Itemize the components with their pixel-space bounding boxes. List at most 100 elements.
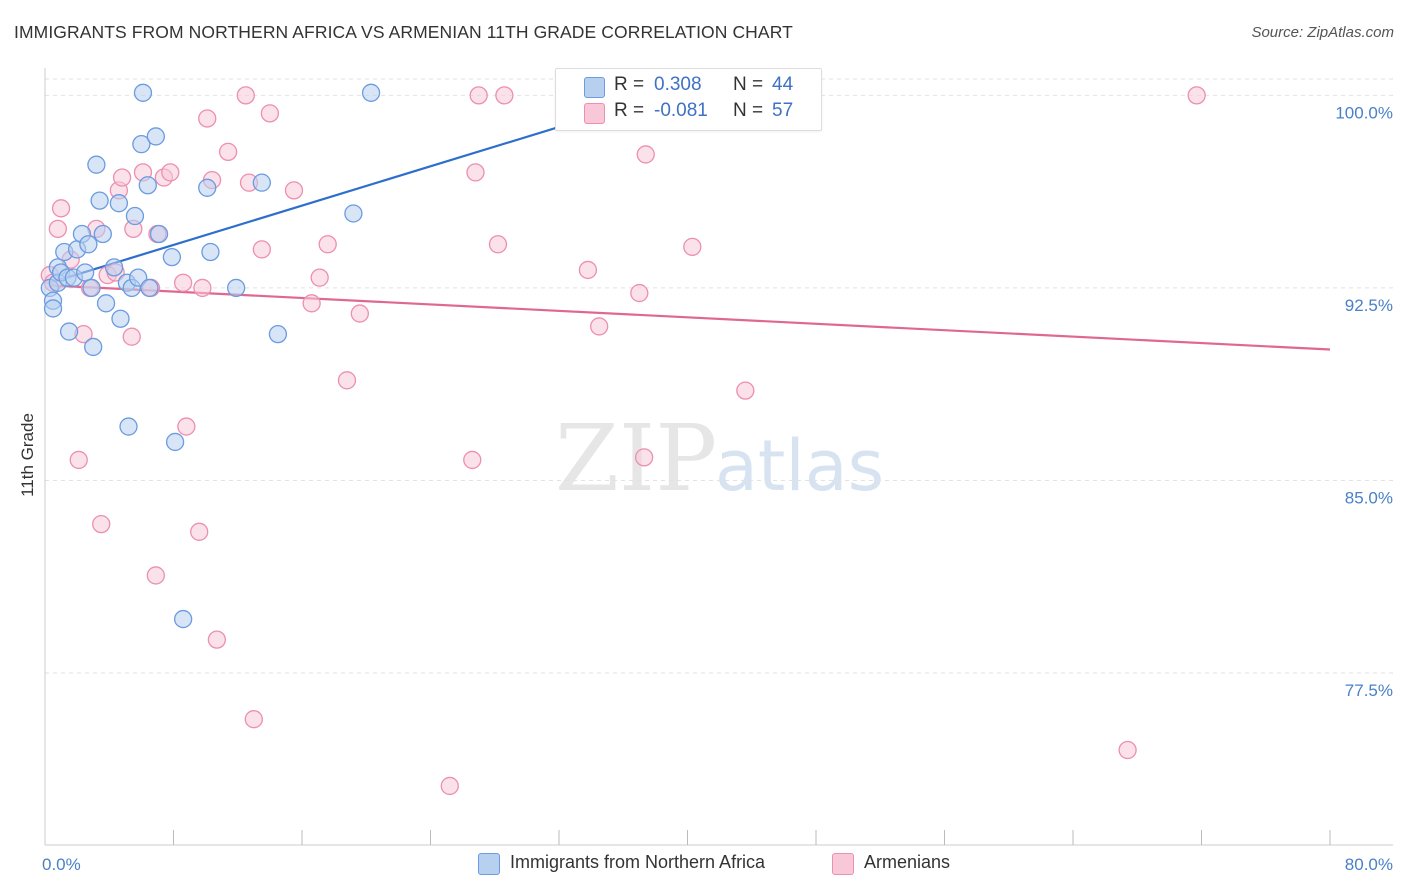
point-armenians[interactable] [466, 163, 485, 182]
point-armenians[interactable] [683, 237, 702, 256]
legend-label-armenians: Armenians [864, 852, 951, 872]
point-armenians[interactable] [284, 181, 304, 200]
point-immigrants[interactable] [252, 173, 271, 192]
legend-r-value: -0.081 [654, 100, 708, 121]
point-armenians[interactable] [630, 283, 649, 303]
point-armenians[interactable] [177, 417, 196, 436]
point-armenians[interactable] [302, 294, 321, 313]
point-immigrants[interactable] [361, 83, 381, 102]
legend-r-value: 0.308 [654, 74, 702, 95]
point-immigrants[interactable] [138, 176, 157, 195]
point-immigrants[interactable] [79, 235, 98, 254]
series-legend: Immigrants from Northern Africa Armenian… [0, 851, 1406, 879]
point-armenians[interactable] [173, 273, 193, 292]
point-armenians[interactable] [1118, 740, 1137, 760]
point-armenians[interactable] [1187, 86, 1206, 105]
legend-swatch-immigrants [584, 77, 605, 98]
point-armenians[interactable] [161, 163, 180, 182]
point-immigrants[interactable] [93, 224, 112, 244]
point-immigrants[interactable] [201, 242, 220, 262]
chart-title: IMMIGRANTS FROM NORTHERN AFRICA VS ARMEN… [14, 22, 793, 42]
point-immigrants[interactable] [59, 322, 79, 341]
point-immigrants[interactable] [226, 278, 246, 298]
point-armenians[interactable] [51, 199, 71, 218]
point-armenians[interactable] [440, 776, 459, 796]
point-armenians[interactable] [634, 448, 654, 467]
point-immigrants[interactable] [84, 337, 103, 357]
point-armenians[interactable] [578, 260, 598, 280]
legend-swatch-armenians [584, 103, 605, 124]
point-armenians[interactable] [198, 109, 217, 128]
x-tick-label-min: 0.0% [42, 855, 81, 874]
point-immigrants[interactable] [173, 609, 193, 629]
point-armenians[interactable] [736, 381, 755, 400]
point-armenians[interactable] [236, 86, 255, 105]
point-immigrants[interactable] [109, 194, 129, 213]
tick-labels: 0.0% 80.0% 77.5% 85.0% 92.5% 100.0% [42, 103, 1393, 874]
point-armenians[interactable] [122, 327, 141, 346]
data-points [40, 83, 1206, 796]
point-armenians[interactable] [488, 235, 508, 254]
point-immigrants[interactable] [162, 247, 182, 267]
point-armenians[interactable] [218, 142, 238, 162]
point-armenians[interactable] [252, 240, 271, 259]
point-armenians[interactable] [48, 219, 67, 239]
point-immigrants[interactable] [76, 263, 95, 282]
legend-n-value: 57 [772, 100, 794, 121]
point-armenians[interactable] [337, 371, 357, 390]
point-armenians[interactable] [146, 566, 165, 585]
point-immigrants[interactable] [140, 278, 159, 298]
source-label: Source: ZipAtlas.com [1251, 24, 1394, 41]
point-immigrants[interactable] [149, 224, 169, 244]
point-armenians[interactable] [495, 86, 514, 105]
legend-n-label: N = [733, 100, 764, 121]
point-armenians[interactable] [260, 104, 280, 123]
axes [44, 68, 1393, 846]
y-tick-label: 77.5% [1345, 681, 1393, 700]
point-armenians[interactable] [310, 268, 329, 287]
point-armenians[interactable] [318, 235, 337, 254]
point-immigrants[interactable] [125, 206, 145, 226]
point-armenians[interactable] [69, 450, 88, 470]
legend-swatch-armenians [832, 853, 854, 875]
point-armenians[interactable] [112, 168, 132, 187]
point-armenians[interactable] [207, 630, 227, 649]
point-armenians[interactable] [190, 522, 209, 541]
x-tick-label-max: 80.0% [1345, 855, 1393, 874]
point-armenians[interactable] [469, 86, 488, 105]
point-immigrants[interactable] [82, 278, 101, 298]
point-immigrants[interactable] [104, 258, 124, 277]
point-immigrants[interactable] [132, 135, 151, 154]
y-tick-label: 100.0% [1335, 103, 1393, 122]
point-armenians[interactable] [193, 278, 212, 298]
point-immigrants[interactable] [90, 191, 109, 210]
point-armenians[interactable] [636, 145, 655, 164]
watermark: ZIP atlas [555, 405, 884, 512]
legend-n-value: 44 [772, 74, 794, 95]
point-armenians[interactable] [350, 304, 369, 323]
legend-label-immigrants: Immigrants from Northern Africa [510, 852, 766, 872]
point-immigrants[interactable] [43, 299, 63, 318]
point-immigrants[interactable] [146, 127, 165, 146]
stats-legend: R = 0.308 N = 44 R = -0.081 N = 57 [555, 68, 822, 131]
point-immigrants[interactable] [165, 432, 185, 452]
point-immigrants[interactable] [198, 178, 217, 197]
legend-swatch-immigrants [478, 853, 500, 875]
point-immigrants[interactable] [129, 268, 148, 287]
point-immigrants[interactable] [111, 309, 130, 328]
point-immigrants[interactable] [344, 204, 363, 223]
legend-n-label: N = [733, 74, 764, 95]
grid-lines [45, 78, 1393, 674]
point-immigrants[interactable] [133, 83, 153, 102]
point-armenians[interactable] [590, 317, 609, 336]
point-armenians[interactable] [92, 514, 111, 534]
point-immigrants[interactable] [96, 294, 116, 313]
point-immigrants[interactable] [87, 155, 106, 174]
point-immigrants[interactable] [268, 324, 288, 344]
point-immigrants[interactable] [119, 417, 138, 436]
watermark-atlas: atlas [715, 425, 884, 507]
legend-r-label: R = [614, 100, 645, 121]
point-armenians[interactable] [463, 450, 482, 470]
point-armenians[interactable] [244, 710, 263, 729]
